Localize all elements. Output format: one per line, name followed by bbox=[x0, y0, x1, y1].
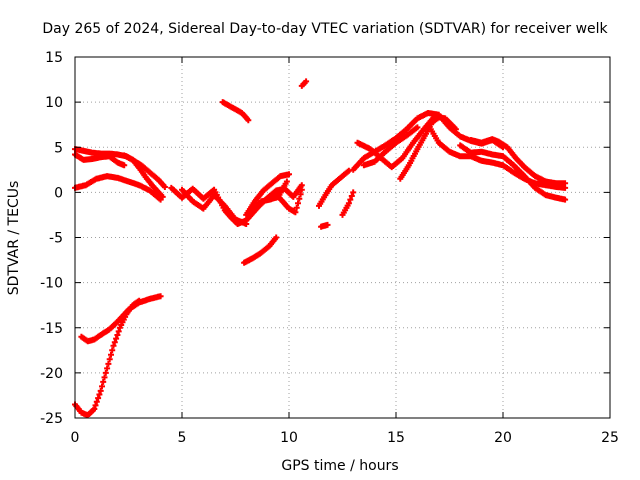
y-tick-label: -5 bbox=[49, 231, 63, 247]
y-tick-label: 15 bbox=[45, 50, 63, 66]
y-tick-label: -10 bbox=[40, 276, 63, 292]
series-track-rising-1 bbox=[243, 171, 292, 218]
series-track-early-mid bbox=[78, 293, 164, 345]
x-tick-label: 25 bbox=[601, 430, 619, 446]
x-tick-label: 5 bbox=[178, 430, 187, 446]
series-markers bbox=[339, 189, 357, 218]
series-track-midday-b bbox=[179, 186, 250, 227]
series-markers bbox=[241, 234, 280, 266]
series-track-gap-2 bbox=[316, 167, 352, 209]
series-markers bbox=[298, 78, 310, 89]
y-tick-label: 0 bbox=[54, 185, 63, 201]
series-markers bbox=[316, 167, 352, 209]
series-markers bbox=[273, 186, 305, 216]
chart-title: Day 265 of 2024, Sidereal Day-to-day VTE… bbox=[42, 21, 608, 37]
series-markers bbox=[219, 99, 252, 124]
series-track-gap-3 bbox=[339, 189, 357, 218]
x-tick-label: 0 bbox=[71, 430, 80, 446]
series-track-evening-c bbox=[467, 136, 569, 187]
series-track-early-low bbox=[72, 297, 143, 419]
series-markers bbox=[467, 136, 569, 187]
series-track-falling bbox=[273, 186, 305, 216]
y-axis-label: SDTVAR / TECUs bbox=[6, 181, 22, 296]
series-markers bbox=[457, 142, 569, 203]
axis-ticks: 0 5 10 15 20 25 15 10 5 0 -5 -10 -15 -20 -25 bbox=[40, 50, 619, 446]
x-tick-label: 20 bbox=[494, 430, 512, 446]
y-tick-label: -20 bbox=[40, 366, 63, 382]
y-tick-label: -25 bbox=[40, 411, 63, 427]
series-markers bbox=[425, 121, 569, 191]
grid-lines bbox=[75, 57, 610, 418]
series-track-lower-dip bbox=[241, 234, 280, 266]
y-tick-label: 10 bbox=[45, 95, 63, 111]
series-markers bbox=[72, 297, 143, 419]
series-markers bbox=[318, 221, 331, 230]
series-markers bbox=[179, 186, 250, 227]
x-tick-label: 15 bbox=[387, 430, 405, 446]
series-markers bbox=[121, 152, 168, 190]
series-track-early-b bbox=[121, 152, 168, 190]
series-markers bbox=[397, 114, 442, 182]
x-axis-label: GPS time / hours bbox=[281, 458, 398, 474]
x-tick-label: 10 bbox=[280, 430, 298, 446]
series-markers bbox=[78, 293, 164, 345]
series-markers bbox=[243, 171, 292, 218]
series-markers bbox=[72, 173, 164, 203]
y-tick-label: -15 bbox=[40, 321, 63, 337]
series-track-early-lower bbox=[72, 173, 164, 203]
series-track-high-b bbox=[298, 78, 310, 89]
series-track-gap-1 bbox=[318, 221, 331, 230]
y-tick-label: 5 bbox=[54, 140, 63, 156]
data-series bbox=[72, 78, 569, 419]
series-track-high-a bbox=[219, 99, 252, 124]
series-track-afternoon-d bbox=[360, 124, 421, 169]
series-track-evening bbox=[425, 121, 569, 191]
series-markers bbox=[360, 124, 421, 169]
series-track-evening-b bbox=[457, 142, 569, 203]
series-track-afternoon-c bbox=[397, 114, 442, 182]
